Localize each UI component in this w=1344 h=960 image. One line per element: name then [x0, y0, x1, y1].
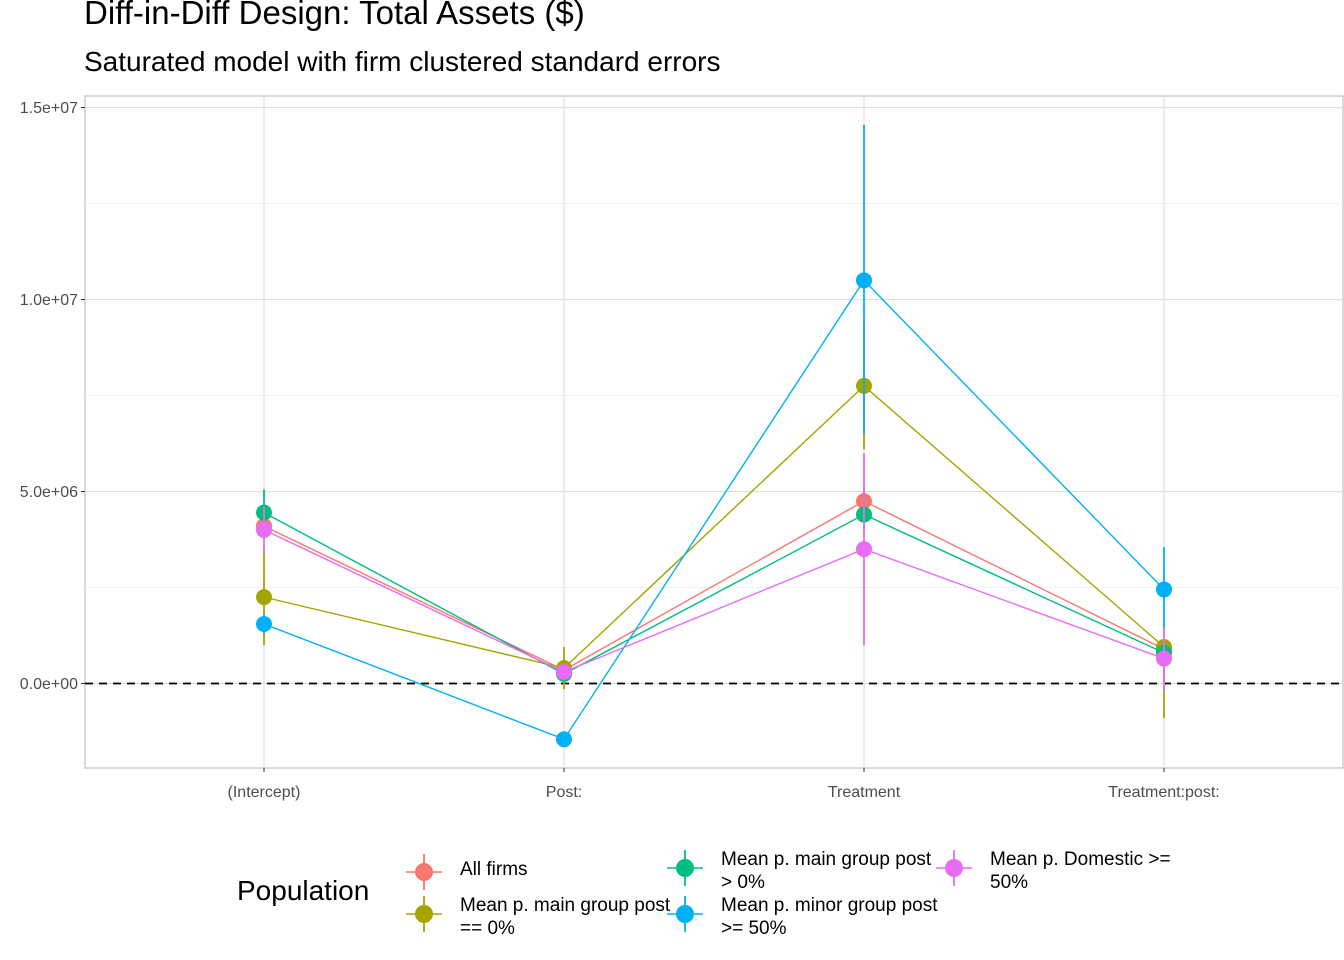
- chart-subtitle: Saturated model with firm clustered stan…: [84, 46, 721, 77]
- data-point: [256, 589, 272, 606]
- legend-label: All firms: [460, 859, 528, 880]
- data-point: [256, 616, 272, 632]
- data-point: [256, 521, 272, 538]
- data-point: [856, 541, 872, 558]
- legend-title: Population: [237, 875, 370, 906]
- series-group: [256, 453, 1172, 692]
- legend-label: Mean p. main group post == 0%: [460, 895, 671, 939]
- legend-key-icon: [406, 896, 442, 932]
- y-tick-label: 5.0e+06: [20, 484, 78, 501]
- panel-border: [84, 95, 1344, 769]
- data-point: [856, 272, 872, 289]
- legend-key-point: [676, 859, 694, 877]
- legend-label: Mean p. Domestic >= 50%: [990, 849, 1171, 893]
- legend-key-icon: [667, 896, 703, 932]
- series-line: [263, 500, 1165, 671]
- legend-label: Mean p. main group post > 0%: [721, 849, 932, 893]
- x-tick-label: Treatment: [828, 784, 901, 801]
- series-line: [263, 512, 1165, 675]
- legend-item-main-group-positive: Mean p. main group post > 0%: [665, 848, 931, 894]
- data-point: [556, 731, 572, 748]
- legend-key-point: [415, 905, 433, 923]
- y-tick-label: 0.0e+00: [20, 676, 78, 693]
- legend-item-all-firms: All firms: [404, 852, 644, 898]
- x-tick-label: (Intercept): [228, 784, 301, 801]
- legend-key-point: [676, 905, 694, 923]
- y-tick-label: 1.0e+07: [20, 292, 78, 309]
- series-line: [263, 384, 1165, 669]
- x-tick-label: Treatment:post:: [1108, 784, 1219, 801]
- legend-key-point: [415, 863, 433, 881]
- legend-item-main-group-zero: Mean p. main group post == 0%: [404, 894, 670, 940]
- y-tick-label: 1.5e+07: [20, 100, 78, 117]
- data-point: [1156, 581, 1172, 598]
- x-tick-label: Post:: [546, 784, 582, 801]
- series-group: [256, 322, 1172, 719]
- series-line: [263, 529, 1165, 673]
- series-group: [256, 124, 1172, 748]
- data-point: [556, 664, 572, 680]
- series-line: [263, 279, 1165, 741]
- data-point: [1156, 650, 1172, 667]
- legend-label: Mean p. minor group post >= 50%: [721, 895, 938, 939]
- series-group: [256, 487, 1172, 680]
- legend-key-icon: [936, 850, 972, 886]
- legend-key-icon: [667, 850, 703, 886]
- chart-title: Diff-in-Diff Design: Total Assets ($): [84, 0, 585, 31]
- legend-item-domestic: Mean p. Domestic >= 50%: [934, 848, 1194, 894]
- legend-key-icon: [406, 854, 442, 890]
- legend-item-minor-group: Mean p. minor group post >= 50%: [665, 894, 938, 940]
- legend-key-point: [945, 859, 963, 877]
